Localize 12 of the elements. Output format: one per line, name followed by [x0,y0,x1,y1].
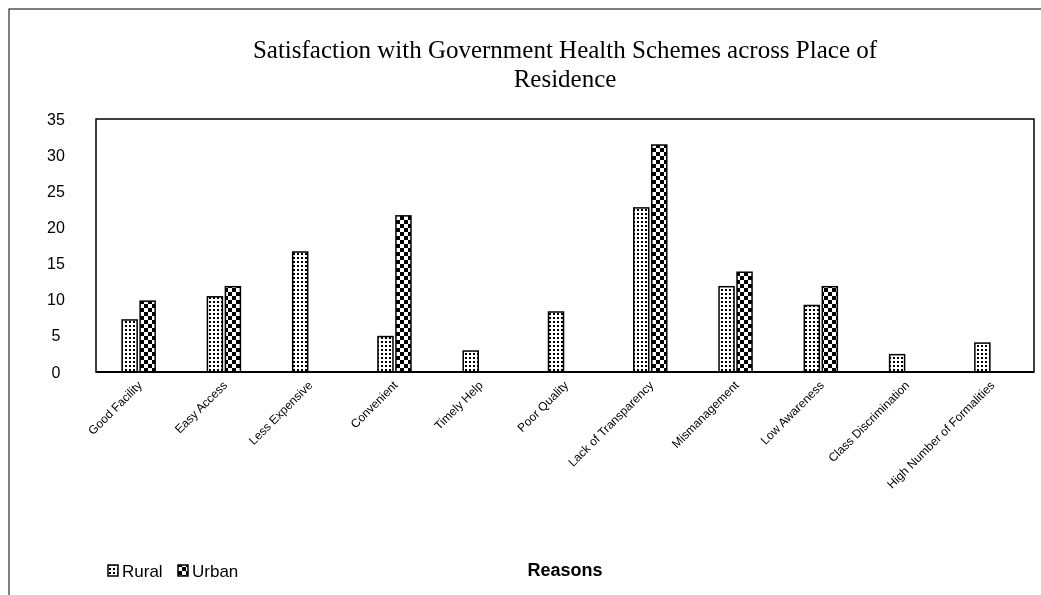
y-tick-label: 25 [47,182,65,200]
chart-title: Satisfaction with Government Health Schemes across Place of Residence [252,36,878,92]
y-tick-label: 15 [47,255,65,273]
legend-label: Urban [192,561,239,581]
y-tick-label: 30 [47,146,65,164]
y-tick-label: 35 [47,110,65,128]
x-axis-title: Reasons [527,560,603,580]
legend-label: Rural [122,561,163,581]
y-tick-label: 10 [47,291,65,309]
y-tick-label: 20 [47,219,65,237]
y-tick-label: 5 [51,327,61,345]
y-tick-label: 0 [51,363,61,381]
